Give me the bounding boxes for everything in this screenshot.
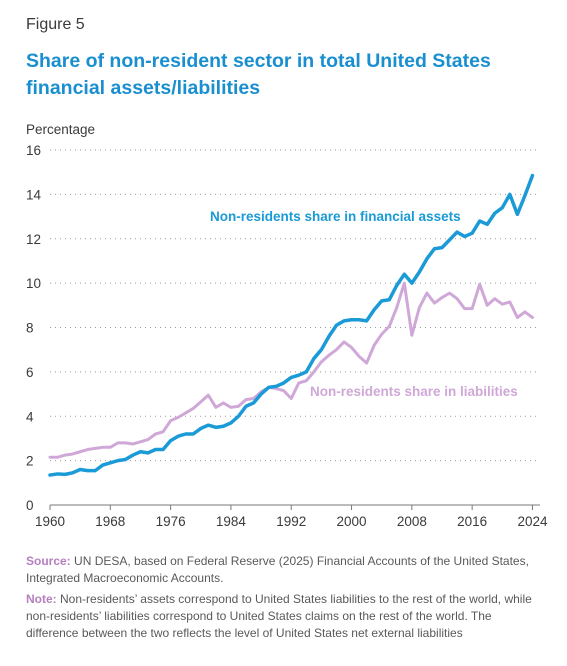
source-note: Source: UN DESA, based on Federal Reserv… xyxy=(26,553,546,587)
note-text: Non-residents’ assets correspond to Unit… xyxy=(26,592,532,640)
y-tick-labels: 0 2 4 6 8 10 12 14 16 xyxy=(26,143,42,513)
source-text: UN DESA, based on Federal Reserve (2025)… xyxy=(26,554,529,585)
annotation-assets: Non-residents share in financial assets xyxy=(210,209,461,224)
y-tick-label: 8 xyxy=(26,321,34,336)
x-tick-label: 2000 xyxy=(337,514,367,529)
series-line-assets xyxy=(48,173,535,477)
footnotes: Source: UN DESA, based on Federal Reserv… xyxy=(26,553,546,646)
y-tick-label: 6 xyxy=(26,365,34,380)
series-lines xyxy=(48,173,535,477)
y-axis-label: Percentage xyxy=(26,122,95,137)
y-tick-label: 12 xyxy=(26,232,41,247)
x-tick-label: 1968 xyxy=(95,514,125,529)
x-tick-label: 1976 xyxy=(156,514,186,529)
figure-label: Figure 5 xyxy=(26,16,85,33)
x-tick-labels: 1960 1968 1976 1984 1992 2000 2008 2016 2024 xyxy=(35,505,548,529)
annotation-liabilities: Non-residents share in liabilities xyxy=(310,384,518,399)
gridlines xyxy=(50,149,540,506)
note-label: Note: xyxy=(26,592,57,606)
y-tick-label: 0 xyxy=(26,498,34,513)
source-label: Source: xyxy=(26,554,71,568)
y-tick-label: 2 xyxy=(26,454,34,469)
x-tick-label: 2024 xyxy=(517,514,548,529)
series-line-liabilities xyxy=(48,281,534,459)
line-chart: Percentage 0 2 4 6 8 10 12 14 16 1960 1968 1976 198… xyxy=(26,122,548,529)
x-tick-label: 1992 xyxy=(276,514,306,529)
x-tick-label: 1960 xyxy=(35,514,65,529)
note: Note: Non-residents’ assets correspond t… xyxy=(26,591,546,642)
y-tick-label: 16 xyxy=(26,143,41,158)
y-tick-label: 10 xyxy=(26,276,41,291)
x-tick-label: 2008 xyxy=(397,514,427,529)
x-tick-label: 2016 xyxy=(457,514,487,529)
chart-title: Share of non-resident sector in total Un… xyxy=(26,50,491,99)
y-tick-label: 4 xyxy=(26,409,34,424)
x-tick-label: 1984 xyxy=(216,514,247,529)
y-tick-label: 14 xyxy=(26,187,42,202)
